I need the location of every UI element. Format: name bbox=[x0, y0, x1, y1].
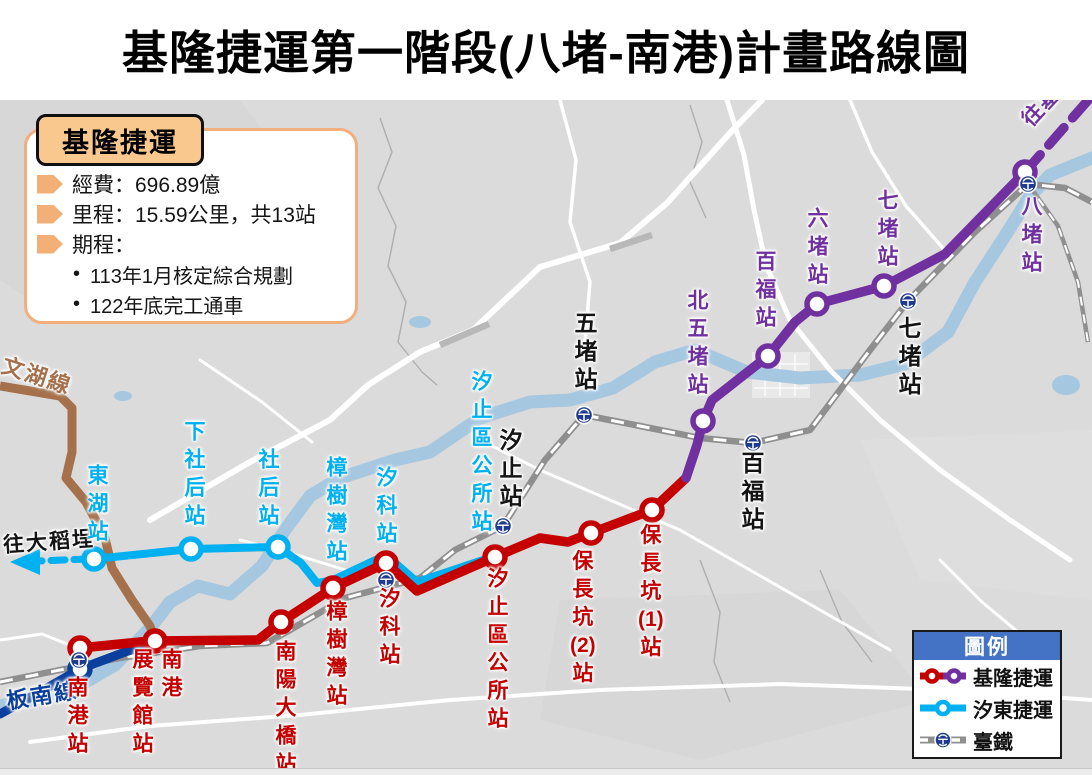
station-marker-nanyang-bridge bbox=[268, 609, 294, 635]
info-milestone-1: 113年1月核定綜合規劃 bbox=[90, 265, 294, 288]
station-marker-shehou bbox=[265, 534, 291, 560]
tra-logo-badu bbox=[1018, 174, 1038, 194]
label-xizhi-tra-station: 汐止站 bbox=[496, 428, 522, 512]
arrow-bullet-icon bbox=[37, 204, 63, 224]
keelung-mrt-line-icon bbox=[920, 668, 966, 684]
info-box-header-pill: 基隆捷運 bbox=[36, 114, 204, 166]
dot-bullet-icon: • bbox=[73, 262, 81, 285]
tra-logo-qidu bbox=[898, 291, 918, 311]
label-qidu-tra-station: 七堵站 bbox=[895, 316, 921, 400]
info-milestone-2: 122年底完工通車 bbox=[90, 295, 244, 318]
legend-row-keelung-mrt: 基隆捷運 bbox=[914, 660, 1060, 692]
tra-logo-baifu bbox=[743, 433, 763, 453]
label-xike-station-blue: 汐科站 bbox=[374, 466, 397, 550]
station-marker-baifu bbox=[755, 343, 781, 369]
station-marker-xike bbox=[373, 550, 399, 576]
label-donghu-station: 東湖站 bbox=[85, 464, 108, 548]
station-marker-qidu bbox=[871, 273, 897, 299]
label-nangang-exhibition-station: 南港 展覽館站 bbox=[130, 648, 182, 760]
label-shehou-station: 社后站 bbox=[256, 448, 279, 532]
station-markers bbox=[67, 159, 1038, 682]
xidong-mrt-line-icon bbox=[920, 699, 966, 717]
legend-row-xidong-mrt: 汐東捷運 bbox=[914, 692, 1060, 724]
dot-bullet-icon: • bbox=[73, 292, 81, 315]
info-row-length: 里程：15.59公里，共13站 bbox=[37, 199, 355, 229]
label-zhangshuwan-station-red: 樟樹灣站 bbox=[324, 600, 347, 712]
info-row-schedule: 期程： bbox=[37, 229, 355, 259]
wenhu-line bbox=[0, 381, 160, 643]
station-marker-beiwudu bbox=[690, 408, 716, 434]
label-liudu-station: 六堵站 bbox=[805, 207, 828, 291]
legend-label-xidong-mrt: 汐東捷運 bbox=[973, 699, 1053, 722]
label-xiashehou-station: 下社后站 bbox=[182, 420, 205, 532]
station-marker-nangang-exhibition bbox=[142, 628, 168, 654]
label-baifu-station-purple: 百福站 bbox=[753, 250, 776, 334]
label-nanyang-bridge-station: 南陽大橋站 bbox=[273, 640, 296, 775]
station-marker-zhangshuwan bbox=[320, 575, 346, 601]
label-baifu-tra-station: 百福站 bbox=[738, 451, 764, 535]
bottom-strip bbox=[0, 768, 1092, 775]
roads bbox=[0, 97, 1092, 744]
header-band: 基隆捷運第一階段(八堵-南港)計畫路線圖 bbox=[0, 0, 1092, 100]
river-keelung bbox=[0, 151, 1092, 713]
label-xizhi-office-station-red: 汐止區公所站 bbox=[485, 567, 508, 735]
info-sub-row-1: • 113年1月核定綜合規劃 bbox=[73, 259, 355, 289]
page-title: 基隆捷運第一階段(八堵-南港)計畫路線圖 bbox=[122, 27, 970, 79]
tra-line-icon bbox=[920, 731, 966, 749]
tra-logo-nangang bbox=[69, 650, 89, 670]
legend-row-tra: 臺鐵 bbox=[914, 724, 1060, 756]
info-row-budget: 經費：696.89億 bbox=[37, 169, 355, 199]
legend-title: 圖例 bbox=[914, 632, 1060, 660]
label-baozhangkeng2-station: 保 長 坑 (2) 站 bbox=[570, 550, 596, 685]
info-length-text: 里程：15.59公里，共13站 bbox=[72, 204, 316, 227]
station-marker-baozhangkeng1 bbox=[639, 497, 665, 523]
label-nangang-station: 南港站 bbox=[65, 676, 88, 760]
legend-label-keelung-mrt: 基隆捷運 bbox=[973, 667, 1053, 690]
station-marker-xiashehou bbox=[178, 536, 204, 562]
map-legend: 圖例 基隆捷運 汐東捷運 bbox=[912, 630, 1062, 759]
arrow-bullet-icon bbox=[37, 174, 63, 194]
xidong-line bbox=[10, 543, 499, 587]
tra-logo-xizhi bbox=[493, 516, 513, 536]
label-zhangshuwan-station-blue: 樟樹灣站 bbox=[324, 456, 347, 568]
label-qidu-station-purple: 七堵站 bbox=[875, 189, 898, 273]
label-xike-station-red: 汐科站 bbox=[377, 587, 400, 671]
arrow-bullet-icon bbox=[37, 234, 63, 254]
label-baozhangkeng1-station: 保 長 坑 (1) 站 bbox=[638, 524, 664, 659]
info-sub-row-2: • 122年底完工通車 bbox=[73, 289, 355, 319]
label-wudu-tra-station: 五堵站 bbox=[571, 311, 597, 395]
station-marker-xizhi-office bbox=[482, 544, 508, 570]
tra-logo-wudu bbox=[574, 405, 594, 425]
station-marker-donghu bbox=[81, 546, 107, 572]
label-xizhi-office-station-blue: 汐止區公所站 bbox=[469, 370, 492, 538]
station-marker-baozhangkeng2 bbox=[578, 520, 604, 546]
legend-label-tra: 臺鐵 bbox=[973, 731, 1013, 754]
label-badu-station: 八堵站 bbox=[1019, 195, 1042, 279]
station-marker-liudu bbox=[804, 291, 830, 317]
label-beiwudu-station: 北五堵站 bbox=[685, 289, 708, 401]
info-budget-text: 經費：696.89億 bbox=[72, 174, 221, 197]
info-schedule-text: 期程： bbox=[72, 234, 135, 257]
